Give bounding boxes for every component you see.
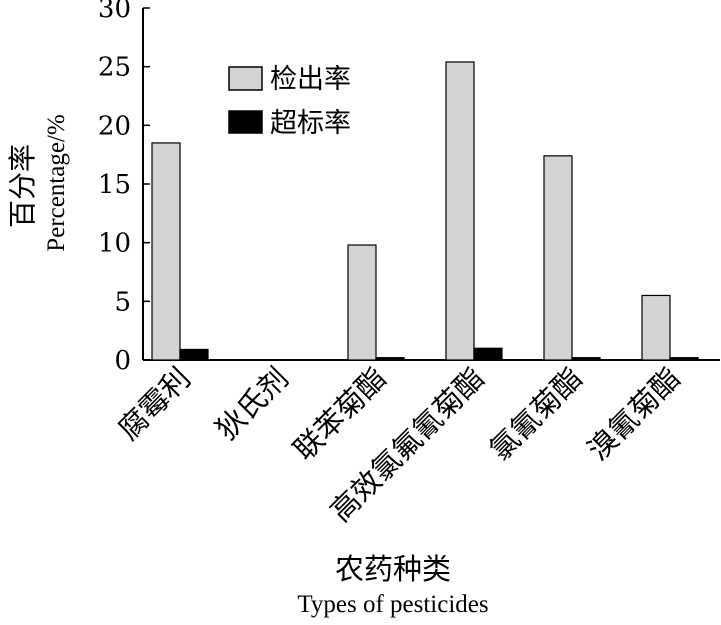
legend-label-exceed-rate: 超标率 — [270, 108, 351, 139]
bar-detection-rate — [445, 61, 475, 361]
bar-exceed-rate — [375, 357, 405, 361]
bar-exceed-rate — [571, 357, 601, 361]
bar-detection-rate — [641, 294, 671, 361]
x-tick-label: 狄氏剂 — [209, 361, 295, 447]
x-axis-title: 农药种类 Types of pesticides — [297, 552, 488, 618]
y-tick-label: 20 — [98, 111, 131, 141]
bar-detection-rate — [151, 142, 181, 361]
x-axis-title-en: Types of pesticides — [297, 591, 488, 618]
x-tick-label: 溴氰菊酯 — [581, 361, 687, 467]
bar-detection-rate — [543, 155, 573, 361]
x-tick-label: 氯氰菊酯 — [483, 361, 589, 467]
y-axis-title-zh: 百分率 — [6, 144, 39, 228]
bar-detection-rate — [347, 244, 377, 361]
y-axis-title: 百分率 Percentage/% — [6, 114, 70, 251]
legend-label-detection-rate: 检出率 — [270, 64, 351, 95]
y-tick-label: 30 — [98, 0, 131, 24]
y-ticks: 0 5 10 15 20 25 30 — [98, 0, 150, 376]
legend: 检出率 超标率 — [228, 64, 351, 139]
y-tick-label: 0 — [114, 346, 131, 376]
y-axis-title-en: Percentage/% — [43, 114, 70, 251]
legend-swatch-detection-rate — [228, 66, 263, 91]
bar-exceed-rate — [179, 348, 209, 361]
y-tick-label: 15 — [98, 170, 131, 200]
y-tick-label: 10 — [98, 229, 131, 259]
y-tick-label: 25 — [98, 53, 131, 83]
bar-exceed-rate — [473, 347, 503, 361]
legend-swatch-exceed-rate — [228, 110, 263, 134]
y-tick-label: 5 — [114, 287, 131, 317]
bars — [151, 61, 699, 361]
x-axis-title-zh: 农药种类 — [335, 552, 451, 586]
bar-exceed-rate — [669, 357, 699, 361]
axes — [142, 8, 720, 361]
